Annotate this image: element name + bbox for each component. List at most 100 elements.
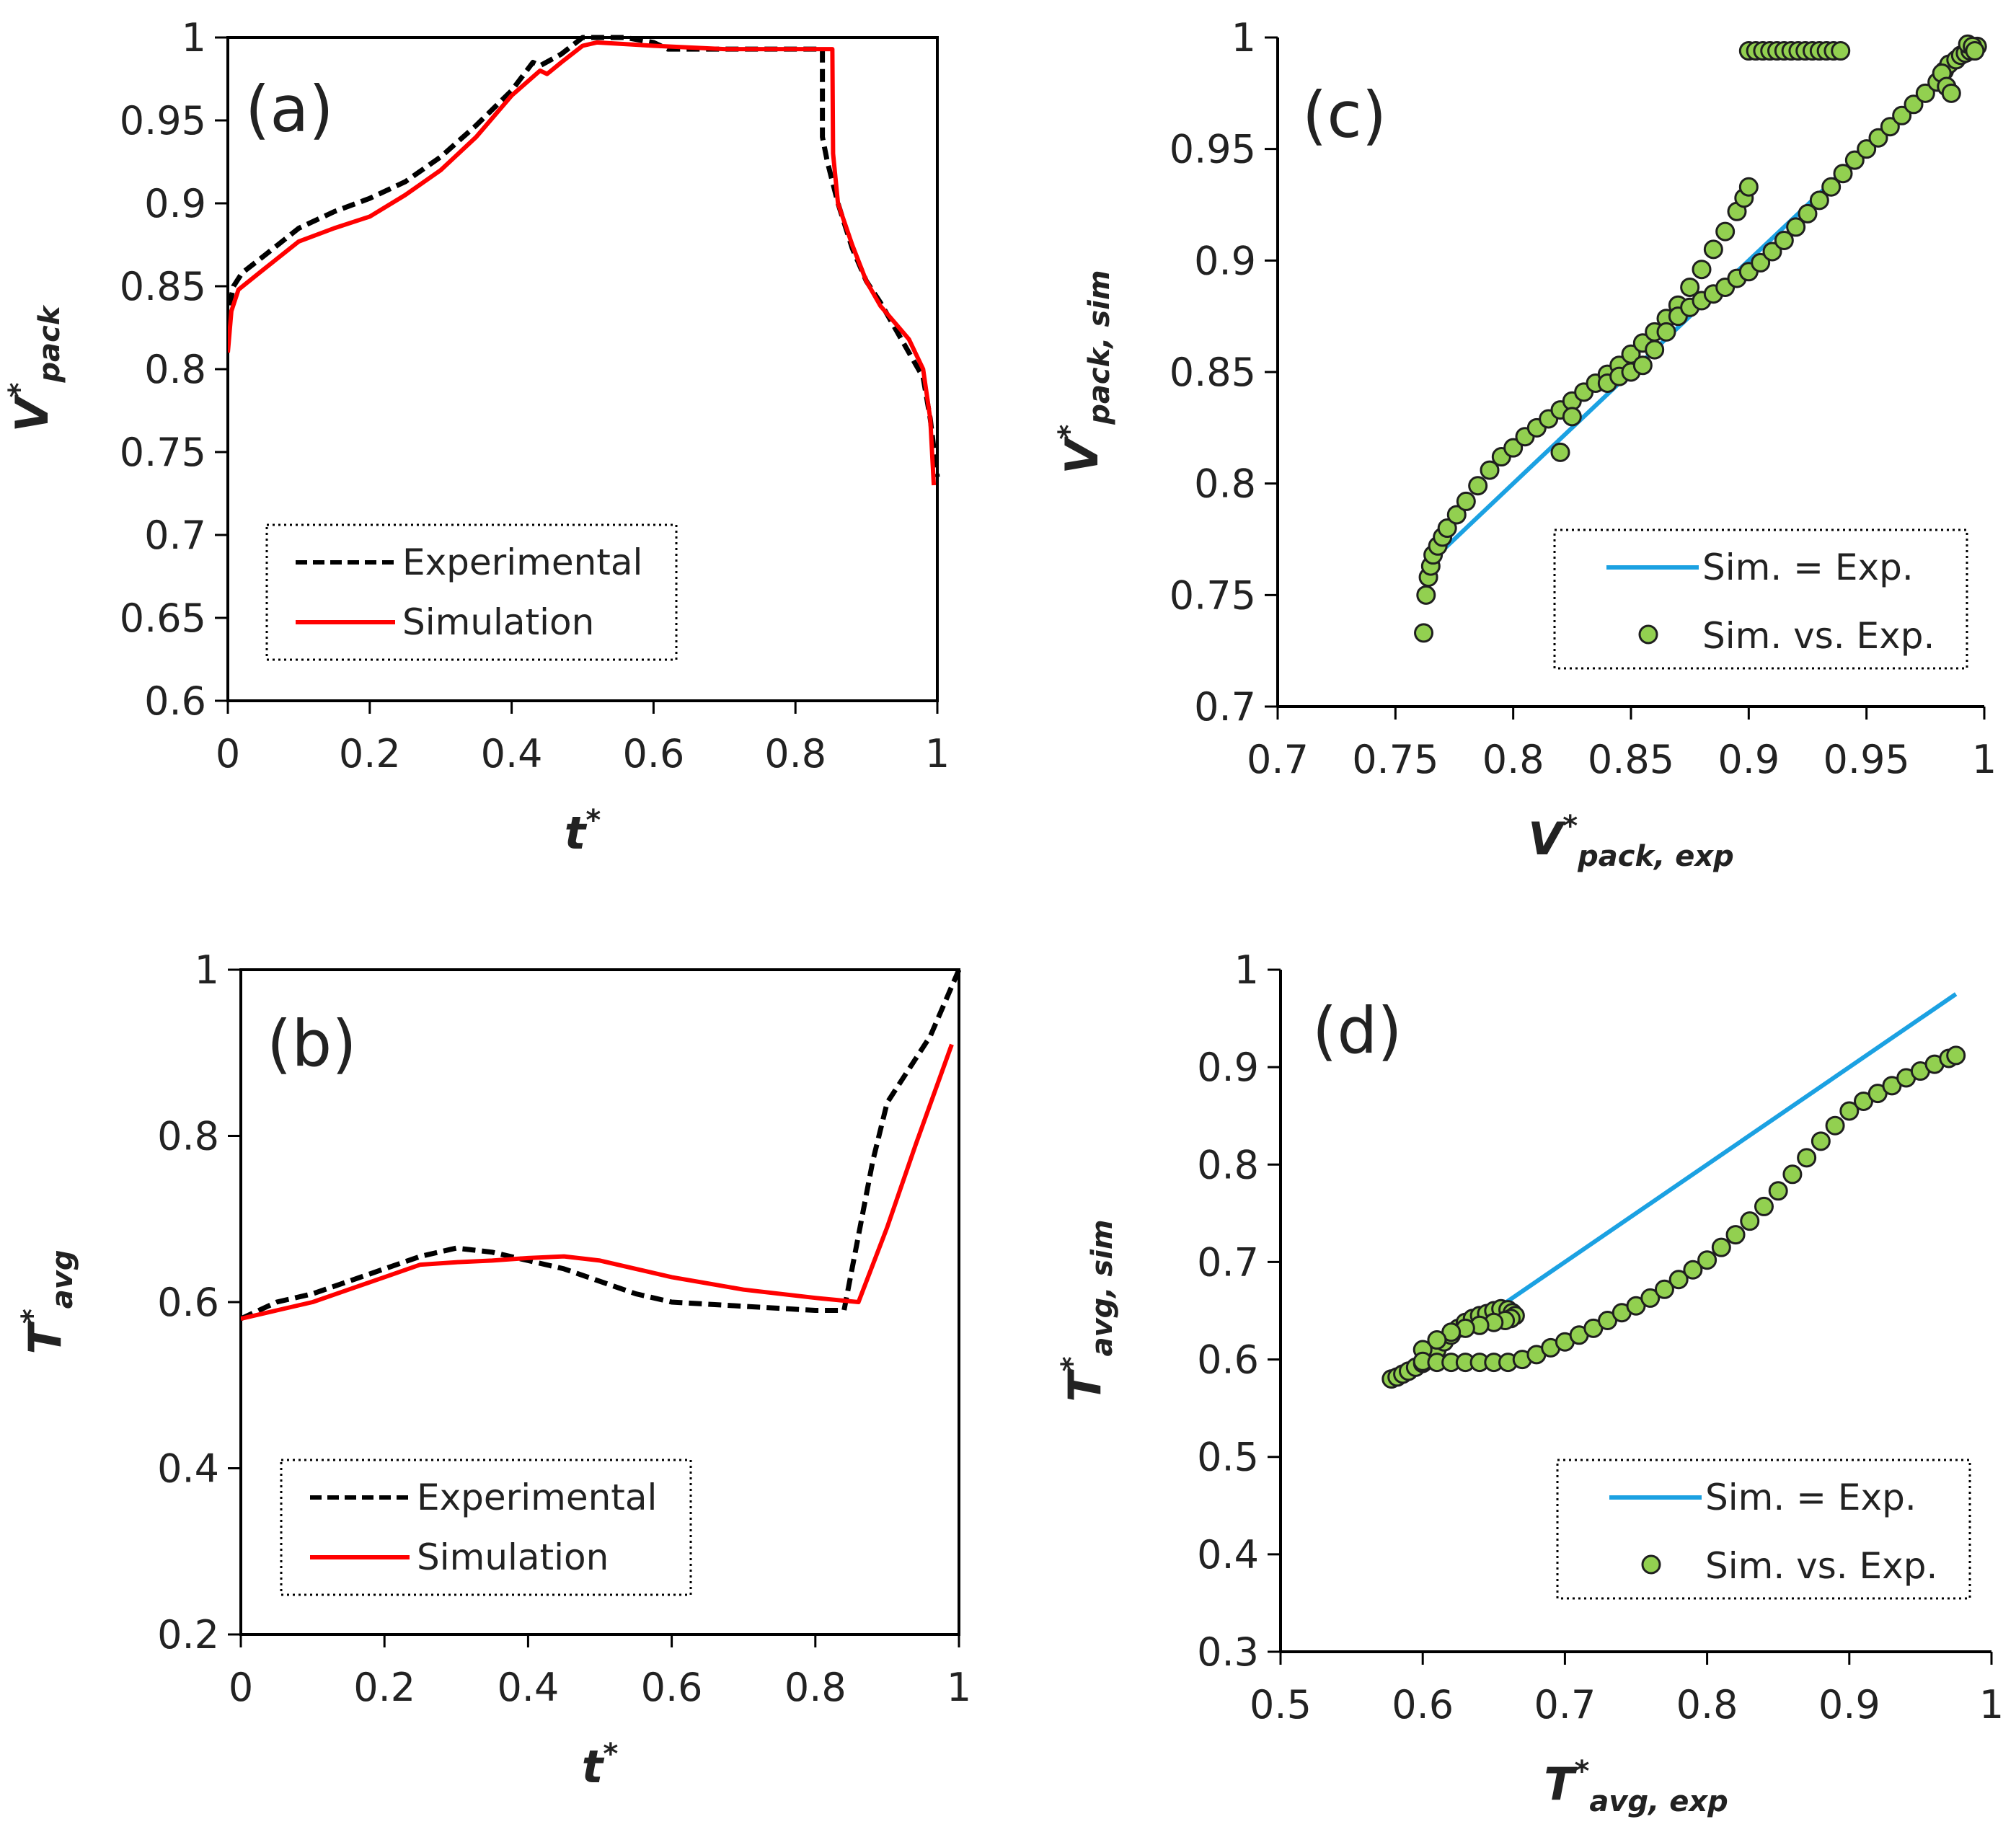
y-tick-label: 0.4 <box>157 1446 219 1492</box>
y-tick-label: 0.9 <box>1194 238 1256 283</box>
scatter-point <box>1437 518 1457 539</box>
plot-area-a <box>228 35 940 486</box>
scatter-point <box>1427 1330 1447 1350</box>
y-tick-label: 0.6 <box>1197 1337 1259 1383</box>
legend-simulation-label: Simulation <box>402 601 594 643</box>
scatter-point <box>1468 476 1488 496</box>
y-tick-label: 0.8 <box>144 347 206 392</box>
x-axis-label: t* <box>565 804 601 859</box>
y-tick-label: 0.85 <box>120 264 206 309</box>
x-tick-label: 0.6 <box>1392 1682 1454 1727</box>
chart-a: 0.6 0.65 0.7 0.75 0.8 0.85 0.9 0.95 1 0 0.2 0.4 0.6 0… <box>3 15 950 859</box>
x-tick-label: 1 <box>925 731 950 776</box>
y-axis-label: T*avg <box>16 1250 79 1355</box>
scatter-point <box>1831 41 1851 61</box>
simulation-series-line <box>228 40 937 486</box>
legend-experimental-label: Experimental <box>402 541 642 583</box>
y-tick-label: 0.9 <box>144 181 206 226</box>
scatter-point <box>1725 1225 1746 1245</box>
scatter-point <box>1446 505 1467 525</box>
x-tick-label: 0.5 <box>1250 1682 1312 1727</box>
y-tick-label: 0.85 <box>1170 350 1256 395</box>
y-tick-label: 0.95 <box>120 98 206 143</box>
scatter-point <box>1562 407 1582 427</box>
chart-c: 0.7 0.75 0.8 0.85 0.9 0.95 1 0.7 0.75 0.8 0.85 0.9 0… <box>1053 15 1997 873</box>
y-tick-label: 1 <box>182 15 206 61</box>
y-tick-label: 0.6 <box>144 678 206 724</box>
legend-identity-label: Sim. = Exp. <box>1702 546 1914 588</box>
scatter-point <box>1697 1250 1717 1270</box>
scatter-point <box>1786 217 1806 237</box>
y-tick-label: 1 <box>195 947 219 993</box>
scatter-point <box>1825 1115 1845 1136</box>
y-tick-label: 0.3 <box>1197 1629 1259 1675</box>
y-tick-label: 0.2 <box>157 1612 219 1658</box>
scatter-point <box>1809 190 1829 211</box>
scatter-point <box>1715 221 1736 242</box>
y-axis-label: V*pack <box>3 304 66 432</box>
scatter-point <box>1656 322 1676 342</box>
legend-scatter-swatch <box>1638 624 1658 645</box>
legend-identity-label: Sim. = Exp. <box>1705 1477 1916 1518</box>
legend-simulation-label: Simulation <box>417 1536 609 1578</box>
panel-label-d: (d) <box>1312 994 1402 1068</box>
scatter-point <box>1480 460 1500 480</box>
scatter-point <box>1703 239 1723 260</box>
legend-b: Experimental Simulation <box>280 1459 692 1596</box>
legend-box <box>265 523 678 661</box>
x-tick-label: 0.95 <box>1823 737 1910 782</box>
x-tick-label: 0.85 <box>1588 737 1674 782</box>
scatter-point <box>1680 277 1700 297</box>
y-axis-label: V*pack, sim <box>1053 270 1116 474</box>
legend-scatter-swatch <box>1641 1554 1661 1575</box>
scatter-point <box>1503 438 1524 458</box>
scatter-point <box>1640 1288 1661 1308</box>
x-tick-label: 0 <box>229 1665 253 1710</box>
x-tick-label: 0.8 <box>1482 737 1544 782</box>
scatter-point <box>1654 1279 1674 1299</box>
plot-area-d <box>1381 992 1966 1389</box>
scatter-point <box>1941 83 1961 103</box>
y-tick-label: 0.75 <box>120 430 206 475</box>
scatter-point <box>1768 1181 1788 1201</box>
x-tick-label: 0.2 <box>339 731 401 776</box>
chart-d: 0.3 0.4 0.5 0.6 0.7 0.8 0.9 1 0.5 0.6 0.7 0.8 0.9 1 T*… <box>1056 947 2004 1818</box>
x-tick-label: 0.8 <box>784 1665 846 1710</box>
scatter-point <box>1762 242 1782 262</box>
scatter-point <box>1550 442 1570 462</box>
scatter-point <box>1754 1196 1774 1216</box>
scatter-point <box>1782 1164 1803 1185</box>
y-tick-label: 1 <box>1232 15 1256 61</box>
scatter-point <box>1740 1211 1760 1231</box>
legend-a: Experimental Simulation <box>265 523 678 661</box>
x-tick-label: 1 <box>947 1665 971 1710</box>
legend-box <box>1553 528 1968 670</box>
scatter-point <box>1798 203 1818 224</box>
scatter-point <box>1844 150 1865 170</box>
scatter-point <box>1456 491 1476 511</box>
chart-b: 0.20.40.60.810 0.2 0.4 0.6 0.8 1t*T*avg(b)Exp… <box>16 947 971 1793</box>
scatter-point <box>1946 1045 1966 1066</box>
x-tick-label: 0.8 <box>764 731 826 776</box>
x-tick-label: 1 <box>1979 1682 2004 1727</box>
x-tick-label: 0.8 <box>1676 1682 1738 1727</box>
x-tick-label: 0.6 <box>641 1665 703 1710</box>
panel-label-c: (c) <box>1302 78 1387 152</box>
y-tick-label: 0.7 <box>1194 684 1256 730</box>
scatter-point <box>1821 177 1842 197</box>
y-tick-label: 0.8 <box>1194 461 1256 507</box>
legend-box <box>280 1459 692 1596</box>
simulation-series-line <box>241 1043 954 1322</box>
scatter-point <box>1751 252 1771 273</box>
scatter-point <box>1738 177 1759 197</box>
experimental-series-line <box>241 968 962 1322</box>
y-tick-label: 0.65 <box>120 596 206 641</box>
y-tick-label: 0.8 <box>157 1114 219 1159</box>
x-tick-label: 0.6 <box>622 731 684 776</box>
x-tick-label: 0.9 <box>1818 1682 1880 1727</box>
scatter-point <box>1833 164 1853 184</box>
x-tick-label: 0.2 <box>353 1665 415 1710</box>
legend-experimental-label: Experimental <box>417 1477 657 1518</box>
scatter-point <box>1811 1131 1831 1151</box>
